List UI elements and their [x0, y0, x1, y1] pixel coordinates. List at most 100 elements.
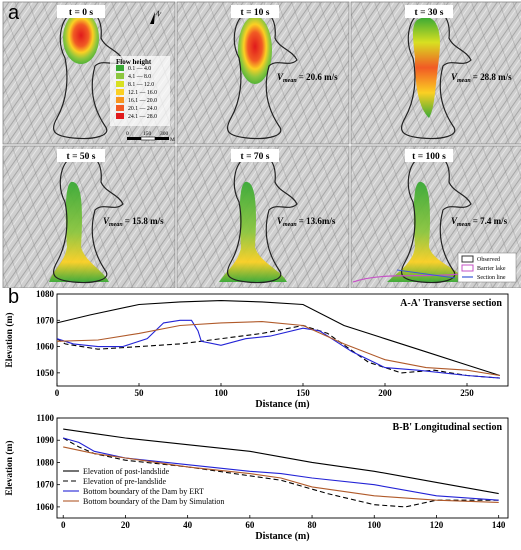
tile-time-label: t = 50 s	[57, 149, 105, 162]
simulation-tile: t = 10 s Vmean = 20.6 m/s	[176, 1, 350, 145]
series-line-post	[56, 300, 500, 377]
simulation-tile: t = 70 s Vmean = 13.6m/s	[176, 145, 350, 288]
map-legend-label: Barrier lake	[477, 266, 506, 272]
legend-title: Flow height	[116, 58, 152, 66]
observed-outline	[400, 153, 472, 284]
x-tick-label: 20	[121, 520, 131, 530]
y-tick-label: 1100	[36, 413, 54, 423]
legend-label: Elevation of post-landslide	[83, 467, 170, 476]
x-tick-label: 0	[61, 520, 66, 530]
legend-label: 8.1 — 12.0	[128, 82, 154, 88]
x-tick-label: 150	[296, 388, 310, 398]
map-legend-label: Section line	[477, 275, 506, 281]
panel-a-label: a	[8, 2, 20, 24]
legend-label: 0.1 — 4.0	[128, 66, 151, 72]
tile-time-label: t = 70 s	[231, 149, 279, 162]
legend-label: 12.1 — 16.0	[128, 90, 157, 96]
map-legend: Observed Barrier lake Section line	[457, 252, 517, 283]
tile-time-label: t = 10 s	[231, 5, 279, 18]
y-tick-label: 1080	[36, 457, 55, 467]
north-label: N	[154, 9, 163, 18]
barrier-lake-outline	[352, 273, 462, 283]
x-tick-label: 200	[378, 388, 392, 398]
series-line-ert	[56, 319, 500, 379]
vmean-label: Vmean = 28.8 m/s	[451, 72, 512, 84]
x-axis-label: Distance (m)	[255, 531, 309, 542]
chart-title: B-B' Longitudinal section	[393, 422, 503, 433]
map-legend-label: Observed	[477, 257, 500, 263]
x-tick-label: 60	[245, 520, 255, 530]
vmean-label: Vmean = 7.4 m/s	[451, 216, 508, 228]
y-tick-label: 1060	[36, 342, 55, 352]
section-line	[396, 269, 456, 279]
flow-mass	[49, 181, 109, 282]
y-tick-label: 1070	[36, 480, 55, 490]
legend-swatch	[116, 105, 124, 111]
scalebar-tick-300: 300	[160, 131, 169, 137]
series-line-sim	[56, 321, 500, 377]
legend-swatch	[116, 113, 124, 119]
observed-outline	[52, 9, 124, 140]
legend-swatch	[116, 73, 124, 79]
flow-mass	[413, 17, 441, 118]
scalebar: 0 150 300 M	[126, 131, 175, 143]
x-tick-label: 40	[183, 520, 193, 530]
x-tick-label: 120	[430, 520, 444, 530]
legend-label: Bottom boundary of the Dam by ERT	[83, 487, 204, 496]
scalebar-tick-0: 0	[126, 131, 129, 137]
tile-time-label: t = 0 s	[57, 5, 105, 18]
svg-text:t = 0 s: t = 0 s	[69, 8, 93, 18]
series-line-pre	[56, 324, 500, 379]
flow-mass	[238, 16, 272, 84]
svg-text:t = 100 s: t = 100 s	[412, 152, 446, 162]
x-tick-label: 0	[55, 388, 60, 398]
tile-time-label: t = 30 s	[405, 5, 453, 18]
vmean-label: Vmean = 20.6 m/s	[277, 72, 338, 84]
y-axis-label: Elevation (m)	[4, 312, 15, 367]
x-tick-label: 80	[308, 520, 318, 530]
legend-label: Elevation of pre-landslide	[83, 477, 167, 486]
observed-outline	[226, 9, 298, 140]
north-arrow-icon: N	[150, 9, 163, 24]
scalebar-unit: M	[170, 137, 175, 143]
flow-mass	[63, 12, 99, 64]
legend-label: 16.1 — 20.0	[128, 98, 157, 104]
panel-a-maps: t = 0 s t = 10 s Vmean = 20.6 m/s t = 30 s Vm…	[2, 1, 521, 288]
y-tick-label: 1090	[36, 435, 55, 445]
y-axis-label: Elevation (m)	[4, 440, 15, 495]
longitudinal-section-chart: 0 20 40 60 80 100 120 140 1060 1070 1080 1090 1100 B-…	[4, 413, 509, 542]
legend-swatch	[116, 81, 124, 87]
vmean-label: Vmean = 13.6m/s	[277, 216, 336, 228]
chart-title: A-A' Transverse section	[400, 298, 502, 309]
y-tick-label: 1070	[36, 315, 55, 325]
legend-swatch	[116, 89, 124, 95]
flow-mass	[219, 181, 287, 282]
legend-label: Bottom boundary of the Dam by Simulation	[83, 497, 224, 506]
svg-text:t = 10 s: t = 10 s	[241, 8, 270, 18]
observed-outline	[52, 153, 124, 284]
plot-area	[56, 293, 509, 387]
series-line-ert	[63, 437, 499, 501]
y-tick-label: 1080	[36, 289, 55, 299]
svg-text:t = 50 s: t = 50 s	[67, 152, 96, 162]
simulation-tile: t = 50 s Vmean = 15.8 m/s	[2, 145, 176, 288]
observed-outline	[226, 153, 298, 284]
flow-mass	[387, 181, 467, 282]
transverse-section-chart: 0 50 100 150 200 250 1050 1060 1070 1080 A-A' Tran…	[4, 289, 509, 410]
x-tick-label: 100	[214, 388, 228, 398]
simulation-tile: t = 30 s Vmean = 28.8 m/s	[350, 1, 521, 145]
observed-outline	[400, 9, 472, 140]
legend-label: 20.1 — 24.0	[128, 106, 157, 112]
svg-text:t = 30 s: t = 30 s	[415, 8, 444, 18]
legend-swatch	[116, 97, 124, 103]
tile-time-label: t = 100 s	[405, 149, 453, 162]
legend-label: 24.1 — 28.0	[128, 114, 157, 120]
series-line-sim	[63, 446, 499, 503]
flow-height-legend: Flow height 0.1 — 4.0 4.1 — 8.0 8.1 — 12.0…	[110, 56, 170, 126]
legend-swatch	[116, 65, 124, 71]
x-tick-label: 140	[492, 520, 506, 530]
scalebar-tick-150: 150	[143, 131, 152, 137]
y-tick-label: 1050	[36, 368, 55, 378]
x-tick-label: 250	[460, 388, 474, 398]
